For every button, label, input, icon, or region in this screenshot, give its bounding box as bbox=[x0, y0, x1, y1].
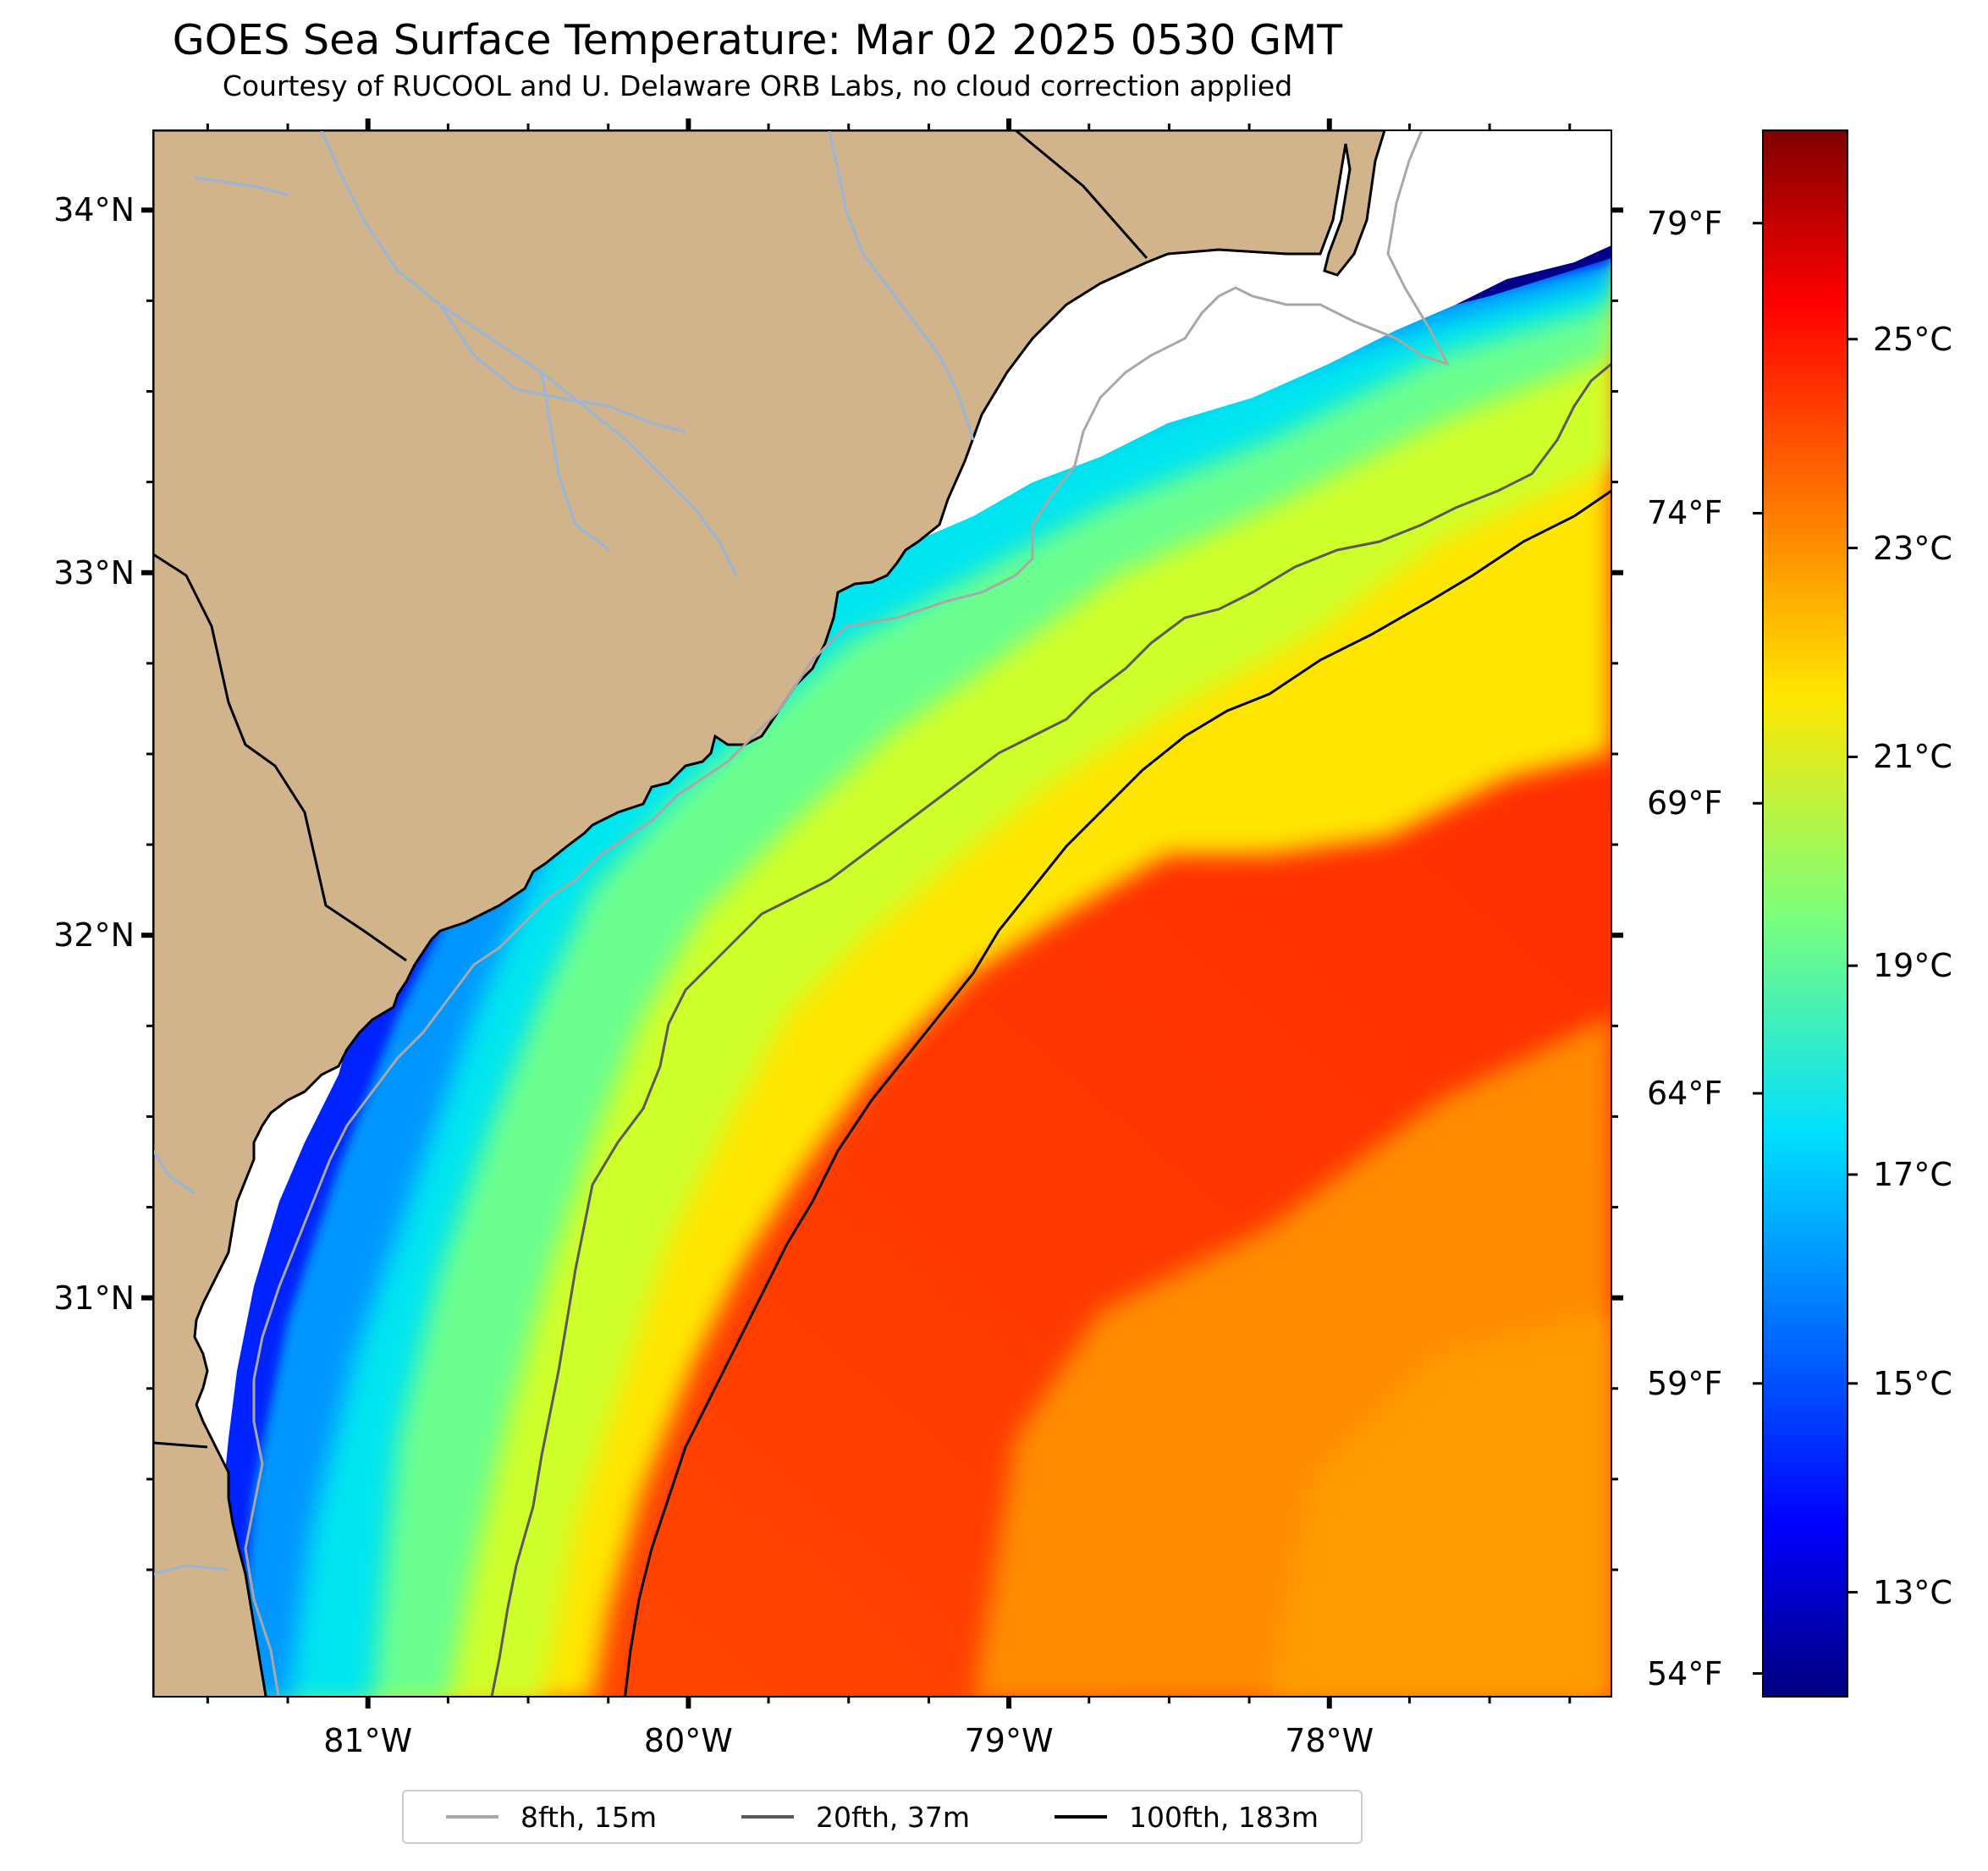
fahrenheit-tick-label: 64°F bbox=[1647, 1075, 1723, 1113]
legend-item-20fth: 20fth, 37m bbox=[741, 1801, 970, 1834]
lon-tick-label: 79°W bbox=[964, 1722, 1054, 1759]
legend-item-8fth: 8fth, 15m bbox=[445, 1800, 657, 1834]
colorbar-ticks bbox=[1753, 222, 1858, 1676]
isobath-100fth-line bbox=[624, 489, 1611, 1697]
isobath-legend: 8fth, 15m 20fth, 37m 100fth, 183m bbox=[402, 1790, 1363, 1844]
isobath-8fth-line bbox=[244, 130, 1450, 1697]
fahrenheit-tick-label: 54°F bbox=[1647, 1654, 1723, 1692]
sst-orange-light bbox=[1269, 1312, 1611, 1697]
lat-tick-label: 32°N bbox=[53, 916, 135, 955]
map-title: GOES Sea Surface Temperature: Mar 02 202… bbox=[172, 16, 1343, 64]
legend-line-8fth bbox=[445, 1815, 498, 1819]
lat-tick-label: 31°N bbox=[53, 1279, 135, 1317]
fahrenheit-tick-label: 69°F bbox=[1647, 784, 1723, 823]
colorbar-tick-label: 25°C bbox=[1873, 320, 1952, 358]
fahrenheit-tick-label: 79°F bbox=[1647, 204, 1723, 242]
colorbar-tick-label: 17°C bbox=[1873, 1156, 1952, 1193]
legend-item-100fth: 100fth, 183m bbox=[1054, 1800, 1319, 1834]
legend-label-100fth: 100fth, 183m bbox=[1128, 1800, 1319, 1834]
isobath-20fth-line bbox=[490, 362, 1611, 1697]
sst-map[interactable] bbox=[153, 130, 1611, 1701]
lon-tick-label: 78°W bbox=[1285, 1722, 1374, 1759]
lon-tick-label: 80°W bbox=[643, 1722, 733, 1759]
state-border-fl bbox=[153, 1441, 208, 1449]
colorbar-tick-label: 23°C bbox=[1873, 529, 1952, 567]
lat-tick-label: 34°N bbox=[53, 191, 135, 229]
map-subtitle: Courtesy of RUCOOL and U. Delaware ORB L… bbox=[222, 69, 1293, 102]
lat-tick-label: 33°N bbox=[53, 553, 135, 592]
state-border bbox=[153, 553, 407, 962]
fahrenheit-tick-label: 74°F bbox=[1647, 494, 1723, 532]
legend-label-8fth: 8fth, 15m bbox=[520, 1800, 657, 1834]
legend-label-20fth: 20fth, 37m bbox=[815, 1800, 970, 1834]
fahrenheit-tick-label: 59°F bbox=[1647, 1364, 1723, 1402]
colorbar-tick-label: 15°C bbox=[1873, 1364, 1952, 1402]
axis-ticks bbox=[141, 118, 1623, 1709]
colorbar-tick-label: 13°C bbox=[1873, 1573, 1952, 1611]
colorbar-tick-label: 19°C bbox=[1873, 947, 1952, 985]
state-border-nc bbox=[1015, 130, 1148, 259]
lon-tick-label: 81°W bbox=[323, 1722, 413, 1759]
rivers bbox=[153, 130, 975, 1576]
colorbar[interactable] bbox=[1762, 129, 1848, 1698]
land bbox=[153, 130, 1386, 1697]
colorbar-tick-label: 21°C bbox=[1873, 738, 1952, 776]
legend-line-20fth bbox=[741, 1815, 794, 1819]
map-frame bbox=[152, 129, 1612, 1698]
legend-line-100fth bbox=[1054, 1815, 1107, 1819]
